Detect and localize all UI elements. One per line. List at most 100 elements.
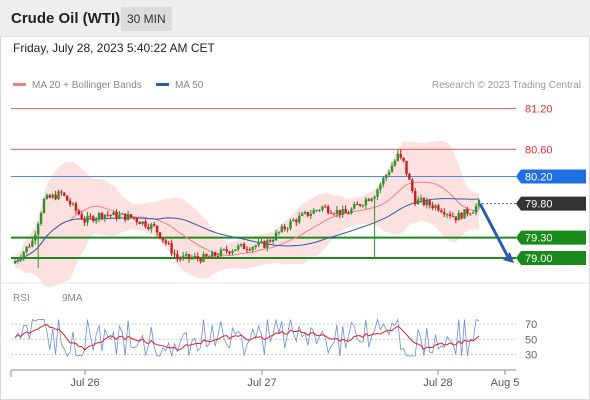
candle [399, 149, 402, 160]
candle-body [228, 251, 231, 254]
timeframe-button[interactable]: 30 MIN [121, 7, 172, 31]
candle [341, 205, 344, 218]
candle-body [460, 212, 463, 219]
candle [106, 211, 109, 218]
candle-body [373, 196, 376, 199]
candle-body [211, 252, 214, 257]
candle [135, 217, 138, 226]
candle-body [202, 254, 205, 262]
candle [28, 243, 31, 248]
candle [332, 212, 336, 216]
candle-body [474, 205, 478, 213]
rsi-level-label-70: 70 [525, 319, 537, 331]
x-axis-label: Jul 26 [70, 377, 99, 389]
candle [327, 204, 330, 215]
candle-body [396, 153, 399, 161]
candle-body [57, 191, 60, 200]
candle-body [385, 175, 388, 179]
candle [300, 211, 304, 217]
candle-body [205, 254, 208, 257]
candle [16, 258, 20, 264]
price-tag-79.00 [516, 251, 586, 266]
candle [155, 225, 159, 237]
candle [286, 226, 289, 233]
candle-body [457, 212, 460, 221]
legend-ma50-swatch [156, 82, 169, 86]
candle-body [164, 240, 167, 244]
candle-body [237, 245, 240, 250]
candle-body [51, 194, 54, 198]
candle [202, 251, 205, 263]
candle [51, 193, 54, 200]
candle-body [451, 215, 455, 217]
legend-rsi-label: RSI [13, 293, 30, 304]
candle [356, 201, 359, 206]
candle-body [356, 204, 359, 206]
candle [92, 215, 95, 223]
candle-body [445, 214, 449, 216]
candle-body [19, 258, 22, 261]
candle-body [402, 157, 405, 161]
candle [472, 210, 475, 214]
candle [213, 251, 217, 259]
candle [312, 208, 315, 214]
candle [419, 194, 423, 204]
candle-body [312, 210, 315, 214]
candle-body [440, 210, 443, 213]
candle [280, 223, 283, 234]
candle-body [324, 206, 327, 208]
candle-body [48, 195, 51, 198]
candle-body [300, 213, 304, 216]
candle-body [408, 174, 411, 180]
candle-body [245, 249, 249, 251]
candle [193, 252, 196, 260]
price-label-80.60: 80.60 [525, 144, 553, 156]
candle [321, 205, 324, 213]
candle [19, 254, 22, 263]
candle-body [382, 178, 385, 185]
candle-body [216, 255, 220, 257]
candle-body [295, 219, 298, 223]
candle [13, 259, 17, 264]
bollinger-band-area [15, 140, 479, 288]
candle-body [329, 212, 333, 214]
candle [208, 255, 211, 258]
candle-body [335, 209, 339, 214]
candle-body [161, 238, 165, 241]
candle [347, 210, 350, 215]
candle [298, 212, 301, 225]
candle-body [350, 208, 353, 214]
legend-9ma: 9MA [62, 293, 83, 304]
candle-body [448, 214, 452, 216]
candle-body [434, 205, 437, 209]
candle-body [170, 243, 173, 254]
candle [451, 212, 455, 217]
candle [176, 250, 179, 262]
candle-body [182, 255, 185, 259]
candle [228, 250, 231, 256]
candle-body [327, 206, 330, 213]
candle-body [121, 213, 124, 215]
candle [190, 254, 194, 261]
candle [408, 172, 411, 180]
candle [205, 253, 208, 258]
candle-body [358, 204, 362, 206]
candle-body [77, 210, 80, 215]
candle [83, 216, 86, 227]
candle [457, 210, 460, 221]
research-credit: Research © 2023 Trading Central [431, 80, 581, 91]
candle-body [86, 215, 89, 223]
candle-body [138, 222, 141, 225]
candle [45, 193, 49, 200]
candle-body [411, 179, 414, 191]
candle-body [167, 243, 170, 245]
candle-body [225, 249, 228, 252]
price-tag-79.80 [516, 196, 586, 211]
candle-body [306, 212, 310, 216]
candle [425, 197, 428, 209]
candle-body [347, 213, 350, 215]
candle-body [286, 228, 289, 230]
price-label-81.20: 81.20 [525, 104, 553, 116]
legend-ma50: MA 50 [156, 80, 203, 91]
